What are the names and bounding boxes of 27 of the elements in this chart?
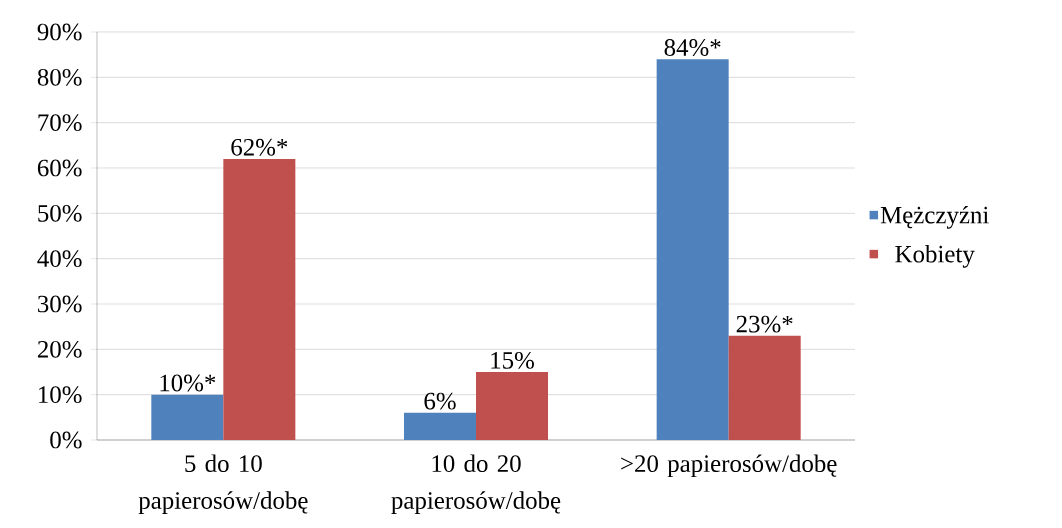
data-label: 6% — [424, 392, 456, 410]
bar — [476, 372, 549, 440]
y-tick-label: 20% — [37, 340, 82, 358]
y-tick-label: 90% — [37, 23, 82, 41]
data-label: 23%* — [736, 315, 793, 333]
legend-label: Kobiety — [895, 245, 975, 268]
bar — [403, 412, 476, 440]
y-tick-label: 30% — [38, 295, 82, 313]
bar — [728, 335, 801, 440]
y-tick-label: 50% — [38, 204, 82, 222]
x-tick-label: 5 do 10 papierosów/dobę — [138, 454, 308, 514]
x-tick-label: 10 do 20 papierosów/dobę — [391, 454, 561, 514]
bar — [151, 394, 224, 440]
data-label: 15% — [491, 351, 534, 369]
y-tick-label: 80% — [37, 68, 82, 86]
y-tick-label: 40% — [37, 250, 82, 268]
bar — [656, 59, 729, 440]
y-tick-label: 10% — [39, 386, 82, 404]
bar — [223, 158, 296, 440]
data-label: 62%* — [231, 138, 288, 156]
data-label: 84%* — [664, 39, 721, 56]
y-tick-label: 0% — [50, 431, 82, 449]
x-tick-label: >20 papierosów/dobę — [621, 454, 837, 478]
y-tick-label: 70% — [38, 114, 82, 132]
legend-label: Mężczyźni — [880, 205, 989, 229]
y-tick-label: 60% — [37, 159, 82, 177]
data-label: 10%* — [160, 374, 216, 392]
